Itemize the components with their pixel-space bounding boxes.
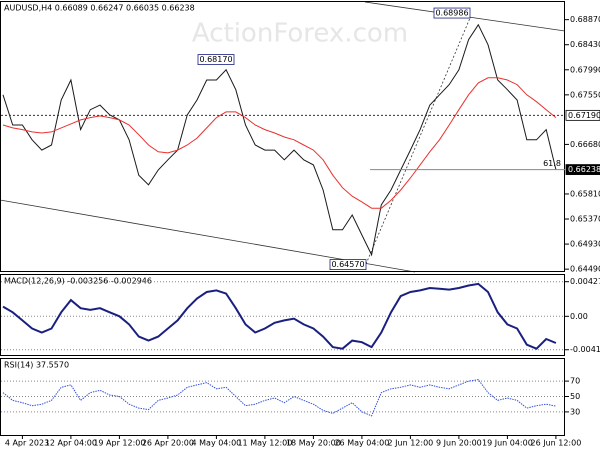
x-tick-label: 18 May 20:00 (286, 439, 341, 448)
series-line (2, 23, 557, 257)
y-tick-label: 30 (570, 407, 580, 416)
price-marker-label: 0.67190 (568, 111, 600, 120)
watermark: ActionForex.com (192, 19, 408, 49)
x-tick-label: 12 Apr 04:00 (45, 439, 97, 448)
y-tick-label: 0.67550 (570, 90, 600, 99)
y-tick-label: 0.65370 (570, 215, 600, 224)
series-line (2, 282, 557, 350)
annotation-box (329, 259, 367, 270)
price-marker-box (565, 109, 600, 121)
fib-label: 61.8 (543, 159, 561, 168)
x-tick-label: 9 Jun 20:00 (436, 439, 482, 448)
y-tick-label: -0.004128 (570, 345, 600, 354)
series-line (2, 379, 556, 417)
price-marker-box (565, 164, 600, 175)
y-tick-label: 0.68870 (570, 15, 600, 24)
rsi-title: RSI(14) 37.5570 (4, 361, 69, 370)
annotation-label: 0.68986 (435, 9, 468, 18)
main-panel (0, 1, 565, 272)
price-marker-label: 0.66238 (568, 165, 600, 174)
x-tick-label: 19 Apr 12:00 (93, 439, 145, 448)
y-tick-label: 50 (570, 392, 580, 401)
x-tick-label: 4 May 04:00 (192, 439, 242, 448)
y-tick-label: 0.66680 (570, 140, 600, 149)
macd-panel (0, 274, 565, 356)
x-tick-label: 26 Apr 20:00 (142, 439, 194, 448)
chart-title: AUDUSD,H4 0.66089 0.66247 0.66035 0.6623… (4, 4, 195, 13)
x-tick-label: 2 Jun 12:00 (388, 439, 434, 448)
y-tick-label: 0.67990 (570, 65, 600, 74)
y-tick-label: 0.68430 (570, 40, 600, 49)
y-tick-label: 0.004273 (570, 277, 600, 286)
series-line (2, 77, 557, 209)
y-tick-label: 0.64930 (570, 240, 600, 249)
x-tick-label: 26 May 04:00 (334, 439, 389, 448)
y-tick-label: 70 (570, 377, 580, 386)
annotation-box (197, 54, 235, 65)
rsi-panel (0, 358, 565, 436)
y-tick-label: 0.00 (570, 312, 588, 321)
x-tick-label: 4 Apr 2023 (5, 439, 49, 448)
x-tick-label: 26 Jun 12:00 (530, 439, 581, 448)
annotation-label: 0.68170 (199, 55, 232, 64)
x-tick-label: 19 Jun 04:00 (482, 439, 533, 448)
annotation-box (433, 7, 471, 19)
fib-line (365, 17, 471, 265)
macd-title: MACD(12,26,9) -0.003256 -0.002946 (4, 277, 152, 286)
y-tick-label: 0.64490 (570, 265, 600, 274)
y-tick-label: 0.65810 (570, 189, 600, 198)
x-tick-label: 11 May 12:00 (237, 439, 292, 448)
annotation-label: 0.64570 (331, 260, 364, 269)
